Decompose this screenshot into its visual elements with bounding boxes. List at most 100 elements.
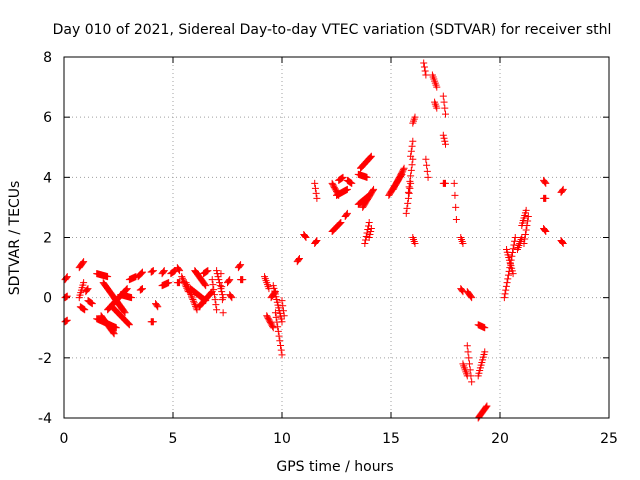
data-point [137, 270, 145, 278]
data-point [481, 324, 489, 332]
data-point [228, 294, 236, 302]
data-point [504, 275, 512, 283]
data-point [433, 104, 441, 112]
data-point [311, 184, 319, 192]
data-point [367, 153, 375, 161]
data-point [439, 131, 447, 139]
data-point [109, 329, 117, 337]
data-point [365, 234, 373, 241]
data-point [279, 302, 287, 310]
data-point [62, 293, 70, 301]
data-point [188, 294, 196, 302]
data-point [138, 285, 146, 293]
y-tick-label: -4 [38, 411, 52, 427]
data-point [212, 301, 220, 309]
data-point [338, 174, 346, 182]
data-point [237, 261, 245, 269]
data-point [464, 348, 472, 356]
data-point [468, 294, 476, 302]
data-point [421, 67, 429, 75]
data-point [522, 226, 530, 234]
data-point [467, 293, 475, 301]
data-point [218, 283, 226, 291]
data-point [112, 324, 120, 332]
data-point [138, 269, 146, 277]
data-point [361, 240, 369, 248]
data-point [407, 166, 415, 174]
data-point [217, 270, 225, 278]
data-point [272, 313, 280, 321]
data-point [502, 282, 510, 290]
data-point [504, 271, 512, 279]
data-point [279, 307, 287, 315]
data-point [542, 227, 550, 235]
data-point [451, 191, 459, 199]
data-point [542, 194, 550, 202]
data-point [208, 276, 216, 284]
y-tick-label: 2 [43, 231, 52, 247]
data-point [407, 147, 415, 155]
data-point [269, 324, 277, 332]
data-point [367, 152, 375, 160]
data-point [148, 268, 156, 276]
data-point [405, 189, 413, 197]
data-point [190, 299, 198, 307]
data-point [213, 267, 221, 275]
data-point [399, 166, 407, 174]
data-point [363, 173, 371, 181]
data-point [348, 179, 356, 187]
data-point [80, 258, 88, 266]
y-tick-label: -2 [38, 351, 52, 367]
data-point [422, 71, 430, 79]
data-point [118, 305, 126, 313]
data-point [201, 281, 209, 289]
data-point [295, 256, 303, 264]
data-point [346, 178, 354, 186]
data-point [366, 230, 374, 238]
data-point [408, 161, 416, 169]
data-point [483, 402, 491, 410]
data-point [365, 218, 373, 226]
x-tick-label: 15 [382, 431, 400, 447]
data-point [210, 291, 218, 299]
data-point [225, 277, 233, 285]
data-point [441, 104, 449, 112]
data-point [343, 209, 351, 217]
data-point [178, 274, 186, 282]
y-tick-label: 4 [43, 170, 52, 186]
data-point [407, 172, 415, 180]
data-point [79, 305, 87, 313]
data-point [271, 309, 279, 317]
grid-lines [64, 57, 609, 418]
data-point [188, 292, 196, 300]
data-point [502, 286, 510, 294]
data-point [367, 227, 375, 235]
data-point [509, 270, 517, 278]
data-point [312, 238, 320, 246]
x-tick-label: 5 [169, 431, 178, 447]
x-tick-label: 25 [600, 431, 618, 447]
data-point [404, 199, 412, 207]
data-point [406, 177, 414, 185]
data-point [458, 287, 466, 295]
x-axis-label: GPS time / hours [276, 459, 393, 475]
data-point [192, 304, 200, 312]
data-point [500, 294, 508, 302]
data-point [524, 217, 532, 225]
data-point [420, 63, 428, 71]
data-point [62, 317, 70, 325]
data-point [160, 268, 168, 276]
data-point [63, 316, 71, 324]
data-point [278, 351, 286, 359]
y-tick-label: 0 [43, 291, 52, 307]
data-point [207, 289, 215, 297]
data-point [280, 312, 288, 320]
data-point [278, 297, 286, 305]
data-point [124, 319, 132, 327]
data-point [501, 290, 509, 298]
data-point [154, 303, 162, 311]
data-point [522, 206, 530, 214]
data-point [273, 318, 281, 326]
data-point [239, 276, 247, 284]
data-point [558, 186, 566, 194]
